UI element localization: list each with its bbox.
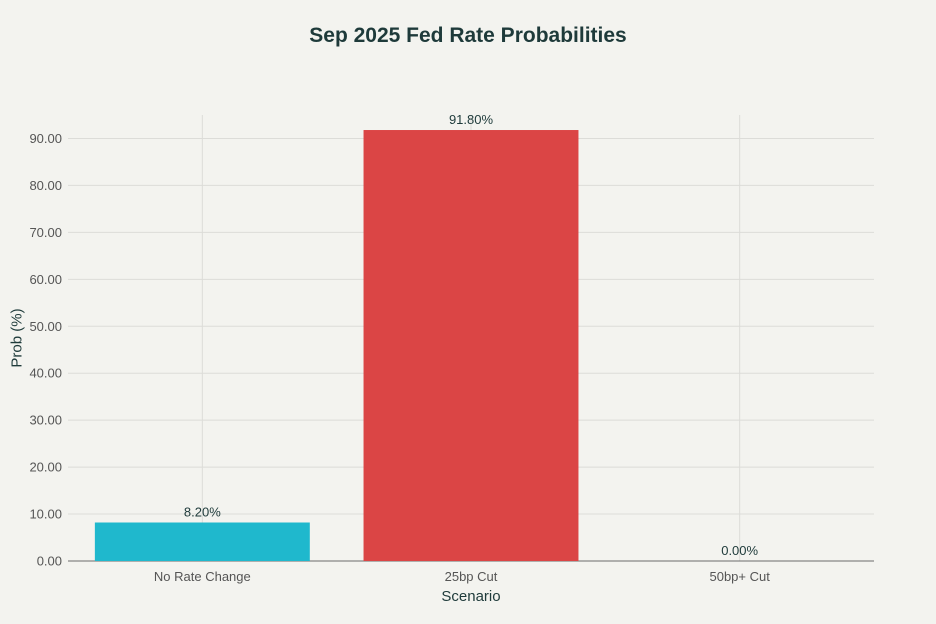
data-label-1: 91.80% [449,112,494,127]
y-tick-label: 80.00 [29,178,62,193]
x-tick-label: No Rate Change [154,569,251,584]
y-tick-label: 60.00 [29,272,62,287]
x-axis-title: Scenario [441,588,500,605]
bar-1 [363,130,579,561]
chart-title: Sep 2025 Fed Rate Probabilities [309,24,627,47]
x-tick-label: 50bp+ Cut [709,569,770,584]
y-tick-label: 0.00 [37,554,62,569]
y-tick-label: 70.00 [29,225,62,240]
y-tick-label: 50.00 [29,319,62,334]
data-label-2: 0.00% [721,543,758,558]
y-tick-label: 90.00 [29,131,62,146]
label-layer: 0.00 10.00 20.00 30.00 40.00 50.00 60.00 70.00 8… [29,112,770,584]
data-label-0: 8.20% [184,505,221,520]
bar-0 [94,522,310,561]
x-tick-label: 25bp Cut [445,569,498,584]
y-tick-label: 30.00 [29,413,62,428]
bar-layer [94,130,579,561]
y-tick-label: 40.00 [29,366,62,381]
y-axis-title: Prob (%) [8,308,25,367]
y-tick-label: 20.00 [29,460,62,475]
y-tick-label: 10.00 [29,507,62,522]
